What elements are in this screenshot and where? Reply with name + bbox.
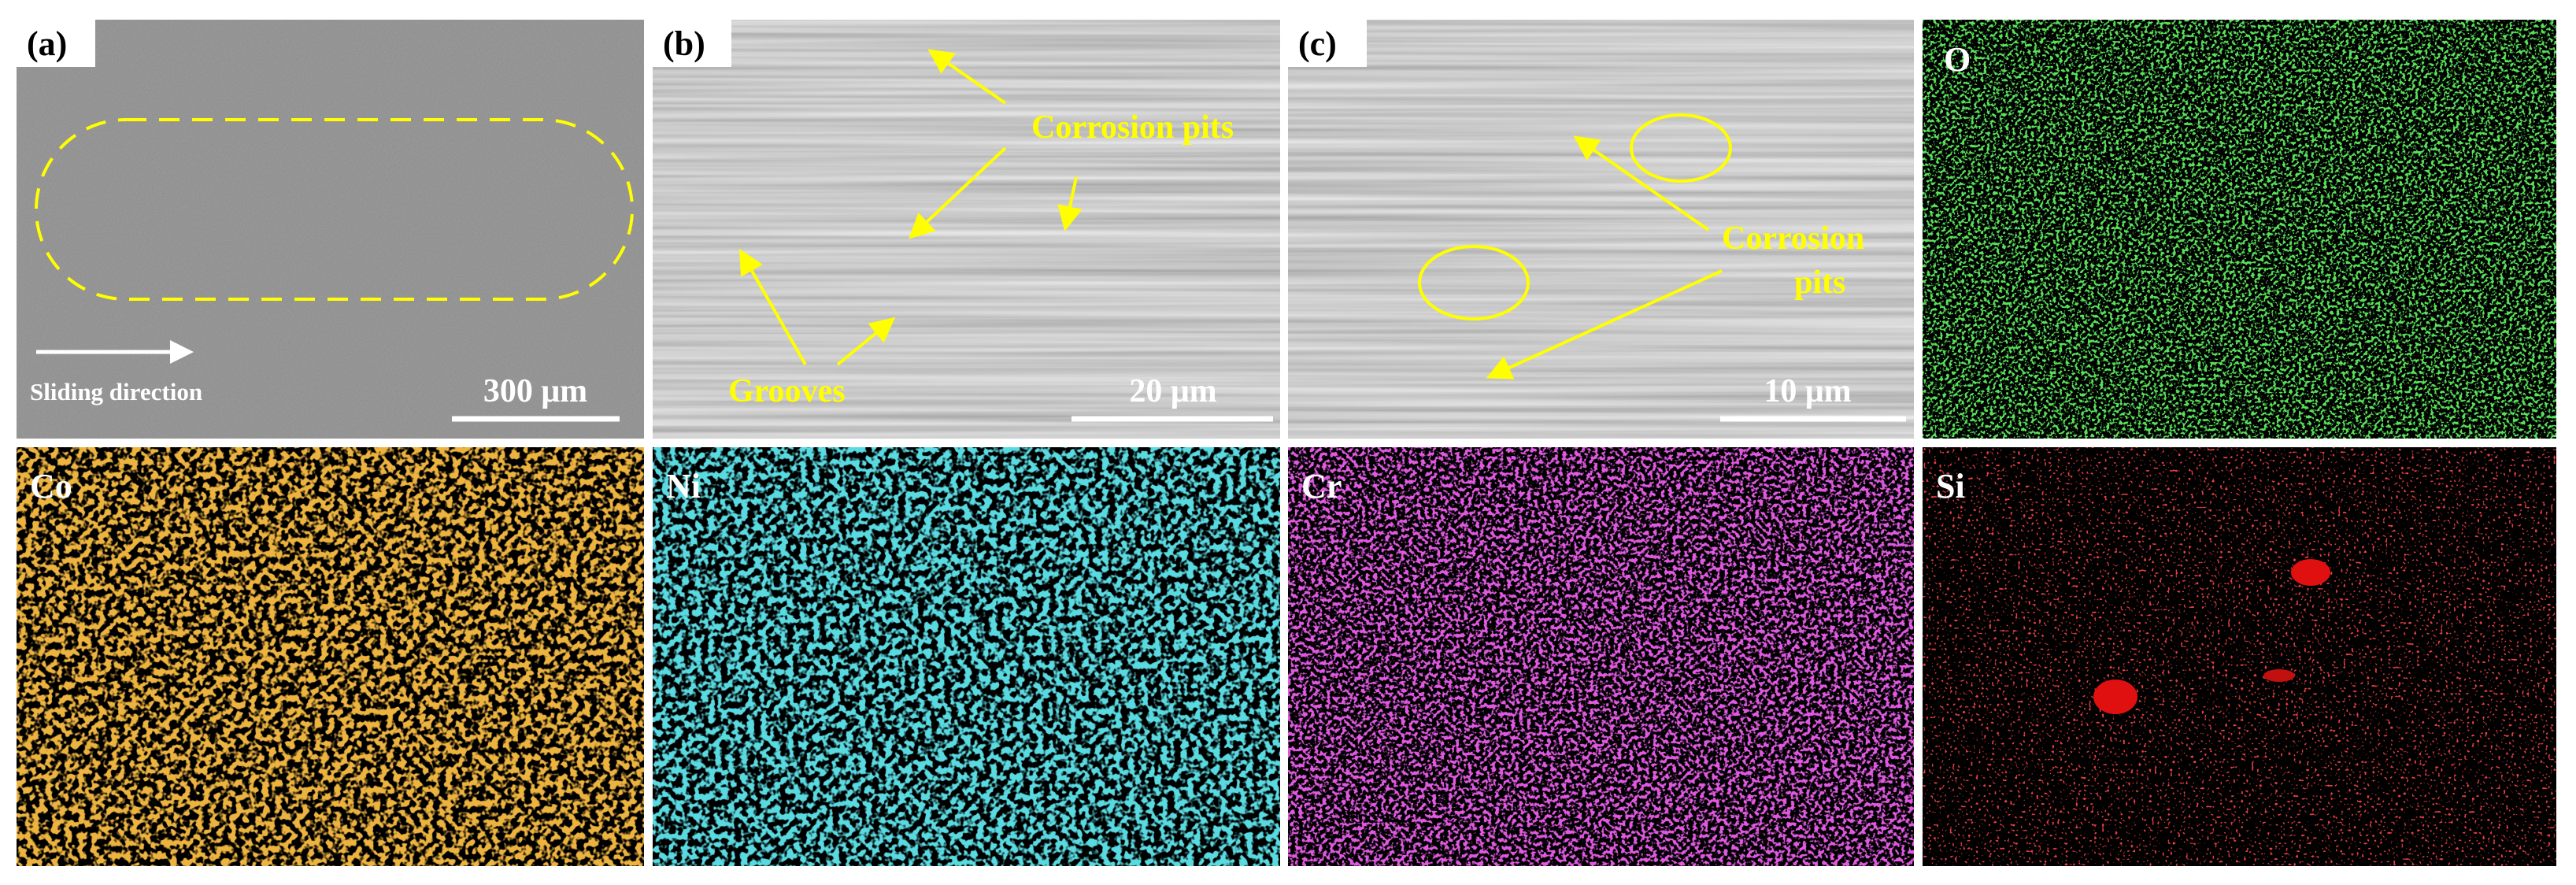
direction-label: Sliding direction	[30, 378, 202, 405]
map-cr: Cr	[1288, 447, 1914, 866]
pit-circle	[1418, 245, 1530, 320]
label-box	[17, 20, 95, 67]
map-si: Si	[1923, 447, 2556, 866]
annotation: Grooves	[728, 373, 846, 409]
arrow	[1486, 269, 1723, 380]
panel-a: (a) Sliding direction 300 μm	[17, 20, 644, 439]
panel-label: (a)	[27, 24, 67, 63]
panel-c: (c) Corrosion pits 10 μm	[1288, 20, 1914, 439]
annotation: Corrosion	[1722, 220, 1864, 257]
map-image	[1288, 447, 1914, 866]
arrow	[909, 146, 1007, 239]
sem-texture	[17, 20, 644, 439]
annotation: Corrosion pits	[1031, 109, 1234, 146]
si-cluster	[2291, 559, 2330, 586]
map-image	[17, 447, 644, 866]
pit-circle	[1630, 113, 1732, 183]
panel-label: (b)	[663, 24, 705, 63]
si-cluster	[2093, 679, 2137, 714]
arrow	[927, 49, 1007, 105]
element-label: Ni	[666, 467, 701, 505]
arrow	[1573, 135, 1710, 231]
panel-label: (c)	[1298, 24, 1337, 63]
sem-texture	[1288, 20, 1914, 439]
map-image	[1923, 20, 2556, 439]
arrow	[739, 249, 807, 365]
map-ni: Ni	[653, 447, 1280, 866]
map-o: O	[1923, 20, 2556, 439]
arrow	[1057, 176, 1083, 231]
scale-label: 10 μm	[1764, 373, 1851, 409]
label-box	[1288, 20, 1367, 67]
wear-track-outline	[35, 118, 634, 301]
arrow	[836, 317, 896, 366]
sem-texture	[653, 20, 1280, 439]
annotation: pits	[1794, 265, 1845, 301]
element-label: Cr	[1301, 467, 1342, 505]
map-image	[1923, 447, 2556, 866]
map-co: Co	[17, 447, 644, 866]
panel-b: (b) Corrosion pits Grooves 20 μm	[653, 20, 1280, 439]
element-label: Si	[1936, 467, 1965, 505]
scale-label: 300 μm	[483, 373, 587, 409]
element-label: O	[1944, 40, 1971, 79]
scale-label: 20 μm	[1129, 373, 1216, 409]
map-image	[653, 447, 1280, 866]
element-label: Co	[30, 467, 72, 505]
label-box	[653, 20, 731, 67]
si-cluster	[2263, 669, 2295, 682]
